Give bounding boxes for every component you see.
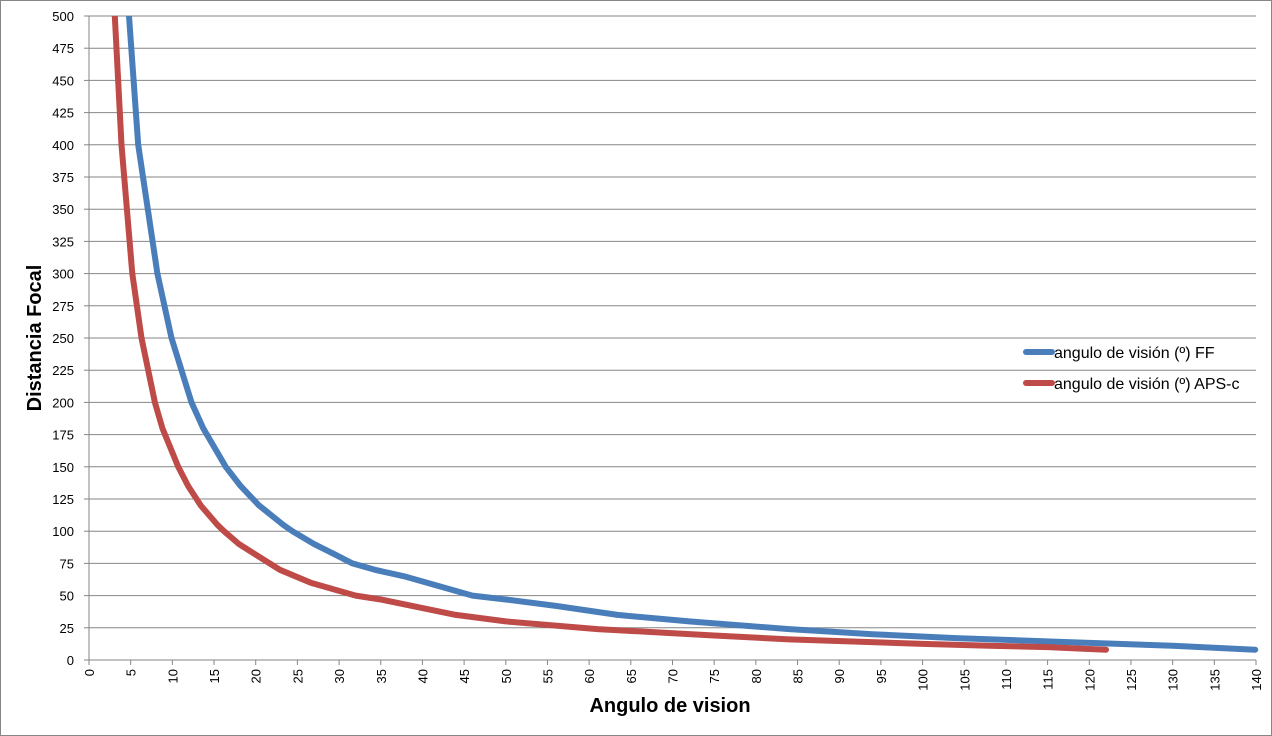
y-tick-labels: 0 25 50 75 100 125 150 175 200 225 250 275 300 325 350… <box>52 9 74 668</box>
x-tick-label: 65 <box>624 669 639 683</box>
x-tick-label: 75 <box>707 669 722 683</box>
y-tick-label: 100 <box>52 524 74 539</box>
x-tick-label: 70 <box>666 669 681 683</box>
y-tick-label: 475 <box>52 41 74 56</box>
series-line-2 <box>111 16 1109 653</box>
y-tick-label: 275 <box>52 299 74 314</box>
y-tick-label: 425 <box>52 106 74 121</box>
x-tick-label: 20 <box>249 669 264 683</box>
x-tick-label: 110 <box>999 669 1014 690</box>
x-tick-label: 5 <box>124 669 139 676</box>
x-tick-label: 35 <box>374 669 389 683</box>
x-tick-label: 105 <box>957 669 972 691</box>
y-tick-label: 325 <box>52 234 74 249</box>
x-tick-label: 85 <box>791 669 806 683</box>
series-lines <box>111 16 1259 653</box>
x-tick-label: 100 <box>916 669 931 691</box>
y-tick-label: 300 <box>52 267 74 282</box>
x-tick-label: 50 <box>499 669 514 683</box>
legend: angulo de visión (º) FF angulo de visión … <box>1023 345 1240 393</box>
y-tick-label: 500 <box>52 9 74 24</box>
y-tick-label: 50 <box>60 589 74 604</box>
y-tick-label: 125 <box>52 492 74 507</box>
y-tick-label: 0 <box>67 653 74 668</box>
y-tick-label: 25 <box>60 621 74 636</box>
y-tick-label: 150 <box>52 460 74 475</box>
x-tick-label: 80 <box>749 669 764 683</box>
x-tick-label: 95 <box>874 669 889 683</box>
y-tick-label: 375 <box>52 170 74 185</box>
y-tick-label: 225 <box>52 363 74 378</box>
x-tick-label: 40 <box>415 669 430 683</box>
x-tick-label: 120 <box>1082 669 1097 691</box>
x-tick-label: 115 <box>1041 669 1056 690</box>
y-tick-label: 175 <box>52 428 74 443</box>
x-tick-label: 125 <box>1124 669 1139 691</box>
x-tick-label: 0 <box>82 669 97 676</box>
x-tick-label: 130 <box>1166 669 1181 691</box>
x-tick-label: 25 <box>290 669 305 683</box>
y-tick-label: 450 <box>52 73 74 88</box>
x-axis-label: Angulo de vision <box>589 695 750 717</box>
x-tick-label: 45 <box>457 669 472 683</box>
x-tick-label: 135 <box>1207 669 1222 691</box>
x-tick-label: 60 <box>582 669 597 683</box>
x-tick-label: 90 <box>832 669 847 683</box>
x-tick-labels: 0 5 10 15 20 25 30 35 40 45 50 55 60 65 70 75 80 85 90 95 10… <box>82 669 1264 691</box>
y-tick-label: 200 <box>52 395 74 410</box>
legend-label-2: angulo de visión (º) APS-c <box>1054 376 1240 393</box>
y-axis-label: Distancia Focal <box>24 265 46 412</box>
x-tick-label: 10 <box>165 669 180 683</box>
legend-label-1: angulo de visión (º) FF <box>1054 345 1215 362</box>
x-tick-label: 30 <box>332 669 347 683</box>
y-tick-label: 400 <box>52 138 74 153</box>
axes <box>84 15 1257 665</box>
series-line-1 <box>126 16 1259 653</box>
x-tick-label: 55 <box>540 669 555 683</box>
x-tick-label: 140 <box>1249 669 1264 691</box>
y-tick-label: 75 <box>60 556 74 571</box>
y-tick-label: 350 <box>52 202 74 217</box>
y-tick-label: 250 <box>52 331 74 346</box>
grid-lines <box>89 15 1256 661</box>
x-tick-label: 15 <box>207 669 222 683</box>
